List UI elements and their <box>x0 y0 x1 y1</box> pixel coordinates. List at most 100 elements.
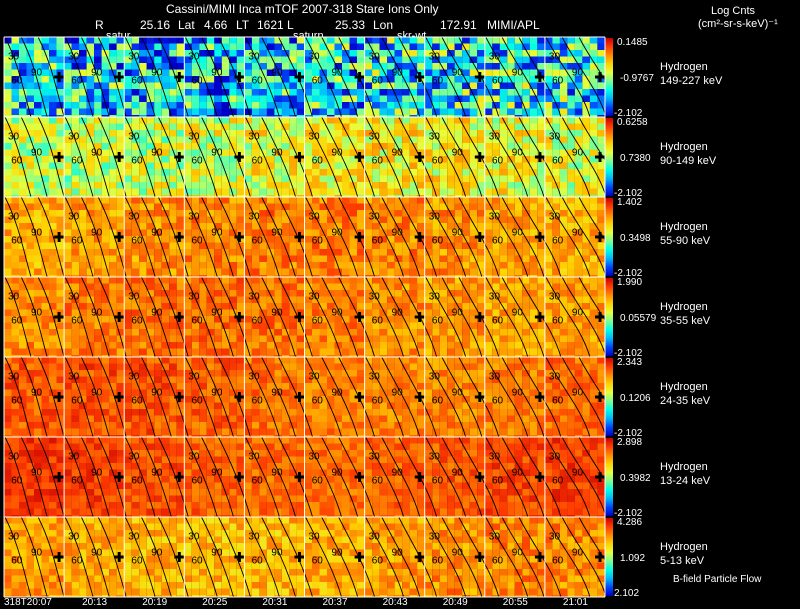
colorbar-max-4: 1.990 <box>617 277 643 288</box>
svg-text:90: 90 <box>151 227 163 238</box>
svg-text:60: 60 <box>131 315 143 326</box>
species-label-1: Hydrogen <box>660 61 708 73</box>
svg-text:30: 30 <box>489 131 501 142</box>
colorbar-2 <box>605 118 613 196</box>
svg-text:60: 60 <box>11 155 23 166</box>
svg-text:60: 60 <box>492 235 504 246</box>
panel-5: 9060309060309060309060309060309060309060… <box>4 356 624 438</box>
svg-text:30: 30 <box>68 211 80 222</box>
svg-text:90: 90 <box>392 227 404 238</box>
lt-value: 1621 <box>257 18 284 32</box>
svg-text:30: 30 <box>128 51 140 62</box>
svg-text:60: 60 <box>312 75 324 86</box>
svg-text:30: 30 <box>188 51 200 62</box>
colorbar-min-3: -2.102 <box>614 268 643 279</box>
svg-text:60: 60 <box>372 235 384 246</box>
svg-text:60: 60 <box>312 155 324 166</box>
colorbar-mid-7: 1.092 <box>620 553 646 564</box>
svg-text:30: 30 <box>68 131 80 142</box>
colorbar-mid-2: 0.7380 <box>620 153 651 164</box>
svg-text:90: 90 <box>452 307 464 318</box>
svg-text:90: 90 <box>91 227 103 238</box>
svg-text:90: 90 <box>332 227 344 238</box>
lat-value: 4.66 <box>204 18 228 32</box>
lt-label: LT <box>236 18 250 32</box>
species-label-6: Hydrogen <box>660 461 708 473</box>
energy-label-3: 55-90 keV <box>660 235 711 247</box>
colorbar-min-7: 2.102 <box>614 588 640 599</box>
credit: MIMI/APL <box>487 18 540 32</box>
svg-text:60: 60 <box>71 315 83 326</box>
svg-text:90: 90 <box>211 67 223 78</box>
svg-text:90: 90 <box>31 227 43 238</box>
svg-text:60: 60 <box>71 155 83 166</box>
svg-text:60: 60 <box>11 235 23 246</box>
svg-text:30: 30 <box>188 291 200 302</box>
colorbar-mid-4: 0.05579 <box>620 313 657 324</box>
svg-text:90: 90 <box>572 227 584 238</box>
svg-text:60: 60 <box>372 315 384 326</box>
lat-label: Lat <box>178 18 195 32</box>
svg-text:30: 30 <box>8 131 20 142</box>
panel-2: 90 60 30 90 60 30 90 60 30 90 60 30 90 60 30 90 60 30 90 60… <box>4 116 624 198</box>
svg-text:60: 60 <box>192 235 204 246</box>
svg-text:90: 90 <box>31 307 43 318</box>
colorbar-6 <box>605 438 613 516</box>
lon-label: Lon <box>373 18 394 32</box>
species-label-4: Hydrogen <box>660 301 708 313</box>
svg-text:30: 30 <box>429 211 441 222</box>
svg-text:30: 30 <box>549 211 561 222</box>
svg-text:90: 90 <box>271 147 283 158</box>
colorbar-4 <box>605 278 613 356</box>
svg-text:90: 90 <box>452 147 464 158</box>
svg-text:90: 90 <box>392 147 404 158</box>
energy-label-1: 149-227 keV <box>660 75 723 87</box>
svg-text:90: 90 <box>271 227 283 238</box>
time-tick-2: 20:13 <box>82 597 108 608</box>
svg-text:30: 30 <box>8 291 20 302</box>
svg-text:60: 60 <box>312 315 324 326</box>
footer-note: B-field Particle Flow <box>673 574 762 585</box>
svg-text:90: 90 <box>151 67 163 78</box>
svg-text:90: 90 <box>31 67 43 78</box>
svg-text:30: 30 <box>128 131 140 142</box>
panel-1: 90 60 30 90 60 30 90 60 30 90 60 30 90 60 30 90 60 30 90 60… <box>4 36 624 118</box>
lon-value: 172.91 <box>440 18 477 32</box>
svg-text:60: 60 <box>71 75 83 86</box>
species-label-2: Hydrogen <box>660 141 708 153</box>
svg-text:30: 30 <box>248 131 260 142</box>
svg-text:90: 90 <box>392 67 404 78</box>
svg-text:60: 60 <box>492 315 504 326</box>
svg-text:30: 30 <box>188 131 200 142</box>
svg-text:60: 60 <box>131 155 143 166</box>
svg-text:60: 60 <box>192 155 204 166</box>
chart-title: Cassini/MIMI Inca mTOF 2007-318 Stare Io… <box>166 2 439 16</box>
svg-text:60: 60 <box>552 315 564 326</box>
species-label-3: Hydrogen <box>660 221 708 233</box>
svg-text:30: 30 <box>549 291 561 302</box>
energy-label-2: 90-149 keV <box>660 155 717 167</box>
svg-text:90: 90 <box>512 227 524 238</box>
energy-label-6: 13-24 keV <box>660 475 711 487</box>
colorbar-max-7: 4.286 <box>617 517 643 528</box>
svg-text:30: 30 <box>549 51 561 62</box>
svg-text:30: 30 <box>369 211 381 222</box>
panel-4: 90 60 30 90 60 30 90 60 30 90 60 30 90 60 30 90 60 30 90 60… <box>4 276 624 358</box>
svg-text:90: 90 <box>271 67 283 78</box>
svg-text:60: 60 <box>131 235 143 246</box>
svg-text:30: 30 <box>309 291 321 302</box>
svg-text:30: 30 <box>68 291 80 302</box>
species-label-5: Hydrogen <box>660 381 708 393</box>
svg-text:60: 60 <box>71 235 83 246</box>
svg-text:60: 60 <box>552 75 564 86</box>
svg-text:60: 60 <box>11 315 23 326</box>
svg-text:60: 60 <box>432 315 444 326</box>
svg-text:60: 60 <box>252 235 264 246</box>
colorbar-3 <box>605 198 613 276</box>
colorbar-min-5: -2.102 <box>614 428 643 439</box>
svg-text:90: 90 <box>332 147 344 158</box>
svg-text:30: 30 <box>429 131 441 142</box>
time-tick-1: 318T20:07 <box>4 597 52 608</box>
svg-text:90: 90 <box>572 307 584 318</box>
svg-text:60: 60 <box>492 155 504 166</box>
